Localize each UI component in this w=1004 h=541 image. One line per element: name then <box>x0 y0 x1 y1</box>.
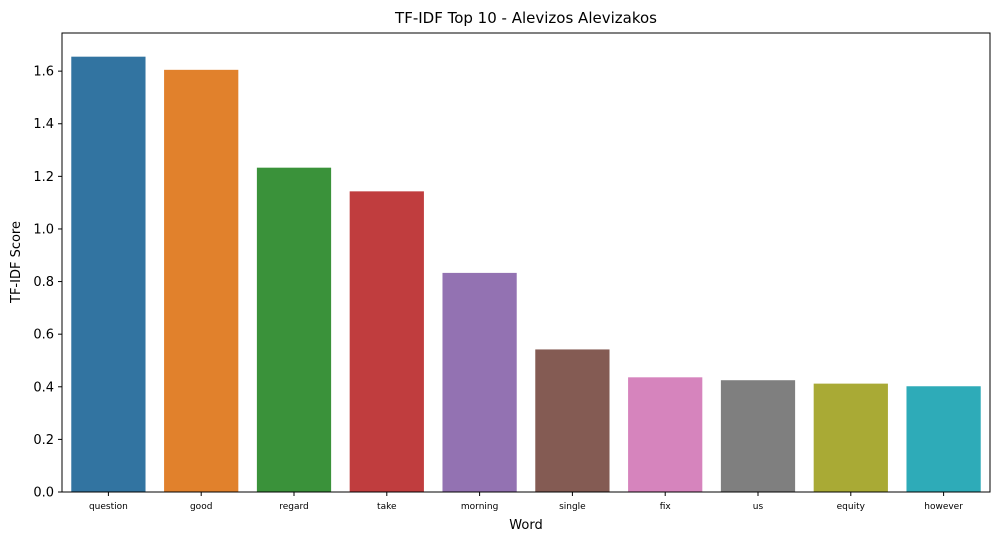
y-tick-label: 0.6 <box>33 328 54 343</box>
bar-morning <box>442 272 517 492</box>
bar-good <box>164 69 239 492</box>
x-axis-ticks: question good regard take morning single fix us… <box>89 492 963 512</box>
bar-equity <box>813 383 888 492</box>
y-axis-ticks: 0.0 0.2 0.4 0.6 0.8 1.0 1.2 1.4 1.6 <box>33 65 62 501</box>
x-tick-label: us <box>753 502 764 512</box>
y-tick-label: 1.2 <box>33 170 54 185</box>
x-tick-label: morning <box>461 502 498 512</box>
bar-regard <box>256 167 332 493</box>
bar-however <box>906 386 981 492</box>
x-tick-label: take <box>377 502 397 512</box>
x-tick-label: fix <box>660 502 672 512</box>
y-tick-label: 1.0 <box>33 222 54 237</box>
chart-title: TF-IDF Top 10 - Alevizos Alevizakos <box>394 9 657 27</box>
x-tick-label: regard <box>279 502 309 512</box>
y-tick-label: 0.2 <box>33 433 54 448</box>
x-tick-label: good <box>190 502 212 512</box>
y-tick-label: 0.4 <box>33 380 54 395</box>
bar-take <box>349 191 424 492</box>
y-tick-label: 0.0 <box>33 486 54 501</box>
y-tick-label: 1.4 <box>33 117 54 132</box>
bar-question <box>71 56 146 493</box>
bar-us <box>720 380 796 492</box>
y-tick-label: 0.8 <box>33 275 54 290</box>
bar-single <box>535 349 610 492</box>
y-axis-label: TF-IDF Score <box>9 221 24 304</box>
x-axis-label: Word <box>509 518 542 533</box>
plot-frame <box>61 32 991 493</box>
bars <box>71 56 981 493</box>
x-tick-label: however <box>924 502 963 512</box>
x-tick-label: equity <box>837 502 866 512</box>
y-tick-label: 1.6 <box>33 65 54 80</box>
x-tick-label: single <box>559 502 586 512</box>
x-tick-label: question <box>89 502 128 512</box>
bar-fix <box>628 377 703 492</box>
